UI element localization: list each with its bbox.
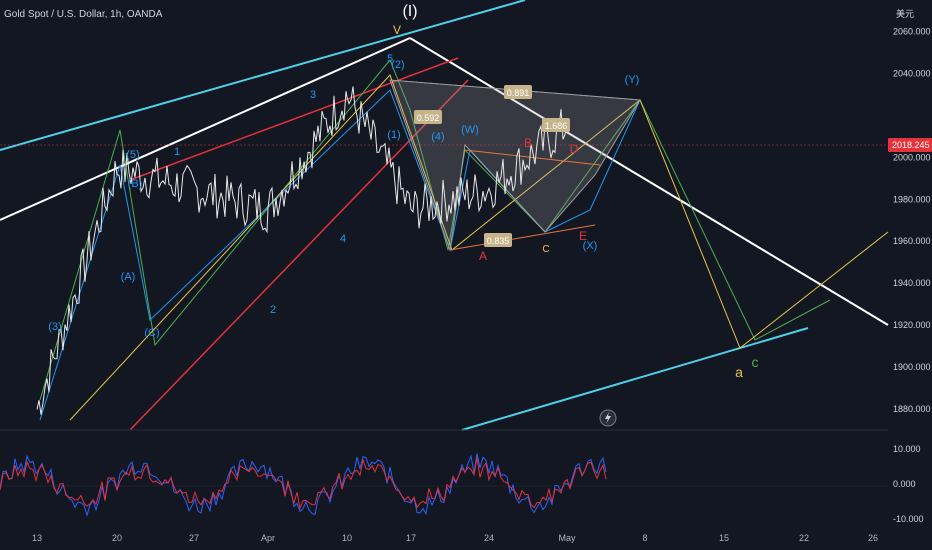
current-price-label: 2018.245	[892, 140, 930, 150]
wave-label: (1)	[387, 129, 400, 141]
price-axis[interactable]: 2060.000 2040.000 2000.000 1980.000 1960.000…	[893, 26, 931, 414]
wave-label: (I)	[402, 3, 417, 20]
price-axis-tick: 2040.000	[893, 68, 931, 78]
oscillator-pane[interactable]	[0, 453, 888, 518]
wave-label: 2	[270, 304, 276, 316]
price-axis-tick: 1920.000	[893, 320, 931, 330]
wave-label: (Y)	[625, 74, 640, 86]
price-axis-tick: 1940.000	[893, 278, 931, 288]
wave-annotations: (I)V (5) (2) (1) (3) (4) (B) (A) (C) (W) (Y) (X) 1 2 3…	[48, 3, 758, 380]
wave-label: (5)	[126, 149, 139, 161]
time-axis-tick: 17	[406, 533, 416, 543]
svg-text:0.891: 0.891	[507, 88, 530, 98]
ratio-label: 0.592	[414, 110, 442, 124]
time-axis-tick: Apr	[261, 533, 275, 543]
oscillator-axis-tick: -10.000	[893, 514, 924, 524]
svg-text:0.835: 0.835	[487, 236, 510, 246]
time-axis-tick: 10	[342, 533, 352, 543]
wave-label: 4	[340, 233, 346, 245]
wave-label: C	[542, 244, 549, 255]
price-axis-tick: 1880.000	[893, 404, 931, 414]
time-axis-tick: 20	[112, 533, 122, 543]
wave-label: E	[579, 229, 587, 243]
wave-label: (W)	[461, 124, 479, 136]
yellow-wave-line[interactable]	[69, 74, 889, 421]
svg-text:0.592: 0.592	[417, 113, 440, 123]
time-axis-tick: 22	[799, 533, 809, 543]
wave-label: (A)	[121, 271, 136, 283]
price-axis-tick: 1980.000	[893, 194, 931, 204]
red-upper-channel-line[interactable]	[129, 57, 459, 181]
oscillator-axis-tick: 10.000	[893, 444, 921, 454]
orange-upper-boundary	[464, 149, 601, 166]
wave-label: (2)	[391, 59, 404, 71]
current-price-marker: 2018.245	[888, 138, 932, 152]
time-axis-tick: 13	[32, 533, 42, 543]
svg-text:1.686: 1.686	[545, 121, 568, 131]
green-wave-line[interactable]	[39, 59, 831, 401]
wave-label: (3)	[48, 321, 61, 333]
wave-label: (4)	[431, 131, 444, 143]
white-upper-trend-line[interactable]	[0, 37, 411, 221]
wave-label: c	[752, 354, 759, 370]
red-lower-channel-line[interactable]	[129, 79, 469, 431]
oscillator-axis-tick: 0.000	[893, 479, 916, 489]
wave-label: (X)	[583, 240, 598, 252]
symbol-title: Gold Spot / U.S. Dollar, 1h, OANDA	[4, 9, 163, 20]
time-axis-tick: 8	[642, 533, 647, 543]
wave-label: (C)	[144, 327, 159, 339]
ratio-labels: 0.891 0.592 1.686 0.835	[414, 85, 570, 247]
wave-label: 1	[174, 146, 180, 158]
price-axis-tick: 1900.000	[893, 362, 931, 372]
wave-label: B	[524, 136, 532, 150]
time-axis-tick: 26	[868, 533, 878, 543]
wave-label: A	[479, 249, 487, 263]
wave-label: (B)	[128, 178, 143, 190]
oscillator-axis: 10.000 0.000 -10.000	[893, 444, 924, 524]
oscillator-line-blue	[0, 453, 607, 518]
main-price-pane[interactable]: Gold Spot / U.S. Dollar, 1h, OANDA 美元 (I…	[0, 0, 914, 431]
time-axis[interactable]: 13 20 27 Apr 10 17 24 May 8 15 22 26	[32, 533, 878, 543]
ratio-label: 1.686	[542, 118, 570, 132]
price-axis-tick: 2060.000	[893, 26, 931, 36]
wave-label: 3	[310, 89, 316, 101]
wave-label: a	[735, 364, 743, 380]
upper-cyan-channel-line[interactable]	[0, 0, 526, 151]
wave-label: D	[570, 142, 579, 156]
wave-label: V	[393, 23, 401, 37]
price-axis-tick: 2000.000	[893, 152, 931, 162]
oscillator-line-red	[0, 457, 607, 510]
ratio-label: 0.891	[504, 85, 532, 99]
replay-lightning-icon[interactable]	[599, 409, 617, 427]
wave-label: 5	[387, 53, 393, 65]
currency-label: 美元	[896, 8, 914, 19]
time-axis-tick: 24	[484, 533, 494, 543]
ratio-label: 0.835	[484, 233, 512, 247]
lower-cyan-channel-line[interactable]	[461, 327, 809, 431]
white-down-trend-line[interactable]	[409, 37, 889, 326]
time-axis-tick: 27	[189, 533, 199, 543]
time-axis-tick: May	[558, 533, 576, 543]
orange-lower-boundary	[449, 224, 596, 251]
time-axis-tick: 15	[719, 533, 729, 543]
price-axis-tick: 1960.000	[893, 236, 931, 246]
price-series-line[interactable]	[36, 86, 568, 415]
